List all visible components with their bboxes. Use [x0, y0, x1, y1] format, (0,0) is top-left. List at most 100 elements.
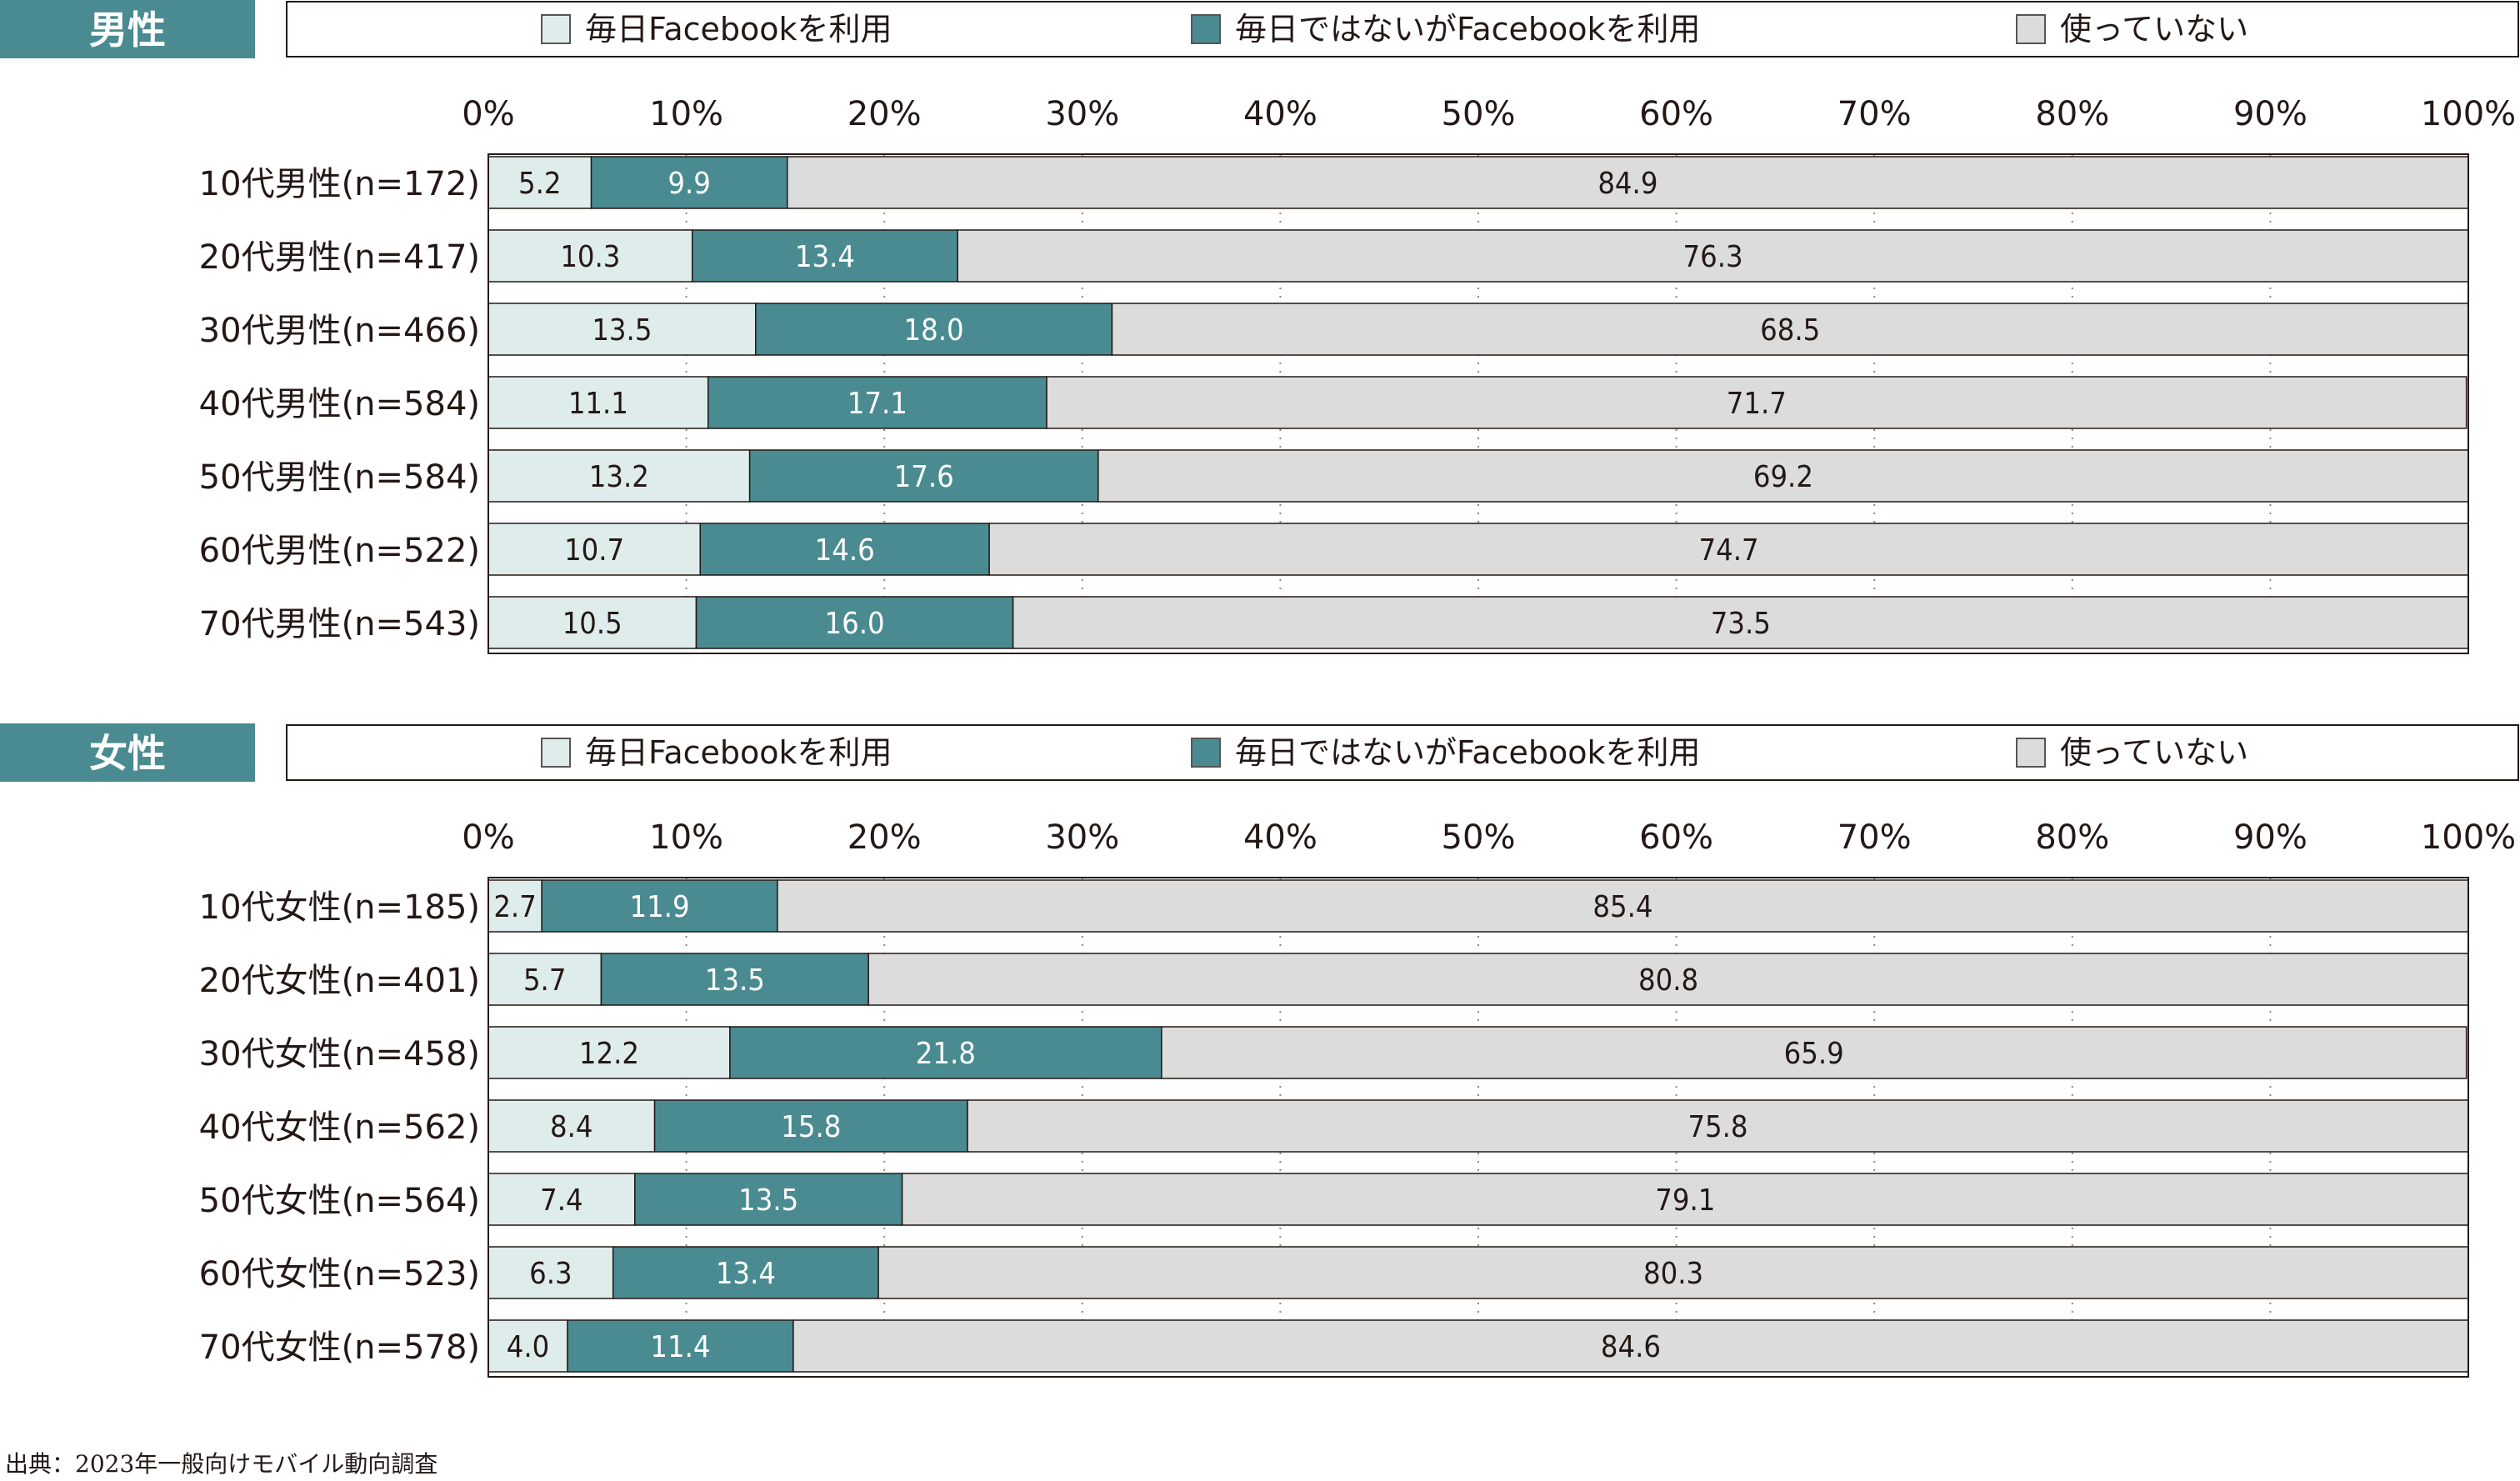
male-data-label-unused: 76.3	[1683, 240, 1743, 274]
female-category-label: 40代女性(n=562)	[199, 1108, 480, 1147]
female-x-tick-label: 20%	[848, 818, 922, 857]
male-bar-unused	[957, 229, 2469, 283]
male-category-label: 10代男性(n=172)	[199, 165, 480, 203]
female-bar-daily	[488, 879, 542, 933]
female-bar-unused	[901, 1173, 2469, 1226]
female-legend-swatch-unused	[2016, 738, 2046, 768]
female-data-label-non-daily: 13.5	[705, 963, 765, 998]
male-bar-non-daily	[755, 303, 1113, 356]
male-bar-unused	[1098, 449, 2469, 503]
female-x-tick-label: 30%	[1045, 818, 1119, 857]
male-data-label-unused: 71.7	[1727, 387, 1787, 421]
male-data-label-non-daily: 17.1	[848, 387, 908, 421]
male-category-label: 40代男性(n=584)	[199, 385, 480, 423]
male-data-label-daily: 13.2	[589, 460, 649, 494]
female-bar-non-daily	[541, 879, 778, 933]
male-data-label-unused: 68.5	[1760, 313, 1820, 348]
male-bar-non-daily	[699, 523, 990, 576]
male-x-tick-label: 70%	[1838, 95, 1912, 133]
female-legend-label-daily: 毎日Facebookを利用	[585, 734, 892, 771]
male-data-label-non-daily: 17.6	[894, 460, 954, 494]
male-legend-swatch-unused	[2016, 14, 2046, 44]
male-category-label: 20代男性(n=417)	[199, 238, 480, 277]
male-legend-label-daily: 毎日Facebookを利用	[585, 11, 892, 48]
male-data-label-non-daily: 16.0	[825, 607, 885, 641]
source-note: 出典：2023年一般向けモバイル動向調査	[5, 1450, 438, 1478]
female-data-label-non-daily: 11.4	[650, 1330, 710, 1364]
male-category-label: 60代男性(n=522)	[199, 532, 480, 570]
male-data-label-unused: 84.9	[1598, 167, 1658, 201]
female-bar-non-daily	[653, 1099, 968, 1153]
male-x-tick-label: 60%	[1639, 95, 1713, 133]
female-data-label-non-daily: 21.8	[916, 1037, 976, 1071]
male-x-tick-label: 80%	[2035, 95, 2109, 133]
male-data-label-daily: 10.5	[562, 607, 622, 641]
female-data-label-daily: 8.4	[550, 1110, 593, 1144]
female-data-label-daily: 4.0	[507, 1330, 550, 1364]
male-section-title: 男性	[89, 8, 166, 53]
male-legend-swatch-non-daily	[1191, 14, 1221, 44]
female-data-label-daily: 6.3	[529, 1257, 572, 1291]
male-plot-frame	[488, 153, 2469, 654]
male-data-label-unused: 74.7	[1699, 533, 1759, 568]
male-section-header	[0, 0, 255, 58]
female-data-label-daily: 7.4	[540, 1183, 583, 1218]
male-data-label-daily: 10.3	[560, 240, 620, 274]
female-data-label-unused: 85.4	[1592, 890, 1652, 924]
female-category-label: 20代女性(n=401)	[199, 962, 480, 1000]
female-x-tick-label: 0%	[462, 818, 514, 857]
male-data-label-unused: 69.2	[1753, 460, 1813, 494]
female-data-label-non-daily: 15.8	[781, 1110, 841, 1144]
female-bar-unused	[1161, 1026, 2468, 1079]
female-data-label-non-daily: 13.4	[716, 1257, 776, 1291]
female-data-label-unused: 80.3	[1643, 1257, 1703, 1291]
female-bar-unused	[868, 953, 2469, 1006]
female-section-title: 女性	[89, 731, 166, 776]
male-bar-daily	[488, 376, 709, 429]
male-data-label-daily: 11.1	[568, 387, 628, 421]
female-category-label: 60代女性(n=523)	[199, 1255, 480, 1293]
female-x-tick-label: 70%	[1838, 818, 1912, 857]
male-data-label-non-daily: 9.9	[668, 167, 711, 201]
female-legend-swatch-non-daily	[1191, 738, 1221, 768]
female-data-label-non-daily: 11.9	[629, 890, 689, 924]
male-bar-daily	[488, 156, 592, 209]
male-x-tick-label: 20%	[848, 95, 922, 133]
male-category-label: 30代男性(n=466)	[199, 312, 480, 350]
male-x-tick-label: 90%	[2233, 95, 2308, 133]
male-data-label-non-daily: 14.6	[815, 533, 875, 568]
female-data-label-unused: 80.8	[1638, 963, 1698, 998]
female-data-label-unused: 79.1	[1655, 1183, 1715, 1218]
male-legend-swatch-daily	[541, 14, 571, 44]
male-x-tick-label: 40%	[1243, 95, 1318, 133]
female-data-label-daily: 2.7	[493, 890, 537, 924]
male-data-label-non-daily: 18.0	[904, 313, 964, 348]
female-bar-non-daily	[567, 1319, 794, 1373]
female-category-label: 70代女性(n=578)	[199, 1328, 480, 1367]
female-bar-unused	[878, 1246, 2469, 1299]
female-bar-unused	[967, 1099, 2469, 1153]
male-data-label-non-daily: 13.4	[795, 240, 855, 274]
female-x-tick-label: 10%	[649, 818, 723, 857]
male-x-tick-label: 100%	[2421, 95, 2516, 133]
female-section-header	[0, 723, 255, 782]
male-bar-unused	[1046, 376, 2468, 429]
female-data-label-daily: 5.7	[523, 963, 567, 998]
female-bar-daily	[488, 1319, 568, 1373]
female-x-tick-label: 100%	[2421, 818, 2516, 857]
female-data-label-non-daily: 13.5	[738, 1183, 798, 1218]
female-x-tick-label: 40%	[1243, 818, 1318, 857]
male-bar-non-daily	[748, 449, 1099, 503]
male-bar-non-daily	[691, 229, 958, 283]
male-legend-label-unused: 使っていない	[2060, 11, 2248, 48]
female-category-label: 10代女性(n=185)	[199, 888, 480, 927]
female-x-tick-label: 80%	[2035, 818, 2109, 857]
female-category-label: 30代女性(n=458)	[199, 1035, 480, 1073]
female-bar-non-daily	[634, 1173, 903, 1226]
male-bar-unused	[787, 156, 2469, 209]
male-legend-box	[286, 1, 2519, 58]
female-legend-box	[286, 724, 2519, 781]
female-legend-swatch-daily	[541, 738, 571, 768]
female-x-tick-label: 50%	[1442, 818, 1516, 857]
